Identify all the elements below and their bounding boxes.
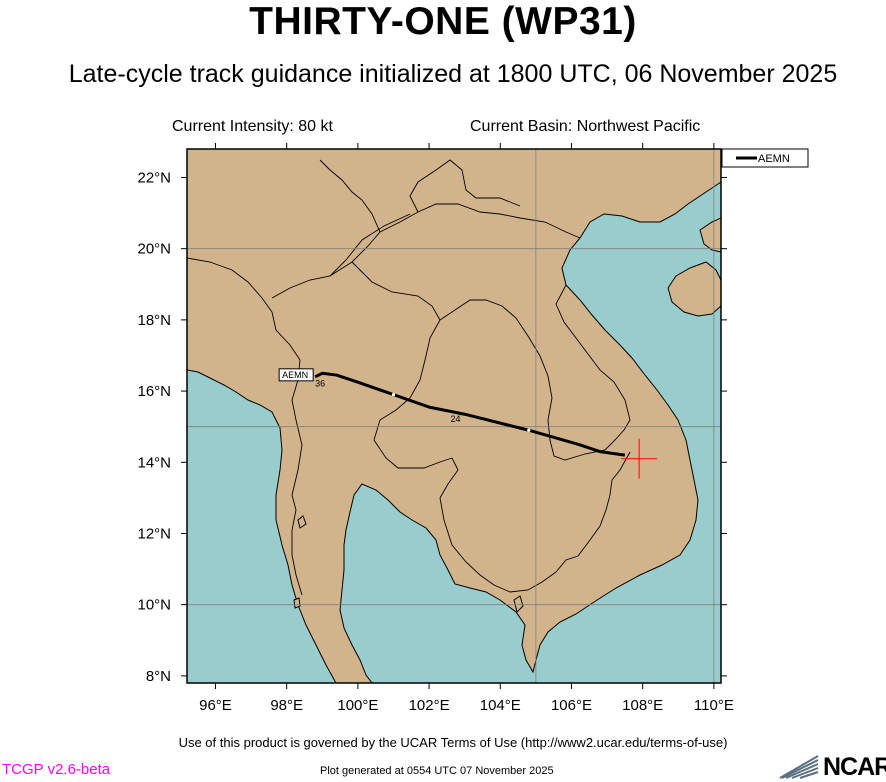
map-area bbox=[187, 149, 721, 683]
track-hour-label: 24 bbox=[450, 414, 460, 424]
land-island bbox=[297, 515, 307, 529]
x-tick-label: 98°E bbox=[270, 697, 303, 714]
legend-label-aemn: AEMN bbox=[758, 153, 790, 165]
generated-timestamp: Plot generated at 0554 UTC 07 November 2… bbox=[320, 765, 554, 777]
track-line-aemn bbox=[314, 371, 626, 457]
land-island bbox=[293, 597, 301, 609]
legend: AEMN bbox=[721, 148, 809, 168]
y-tick-label: 22°N bbox=[137, 169, 171, 186]
track-name-box bbox=[278, 368, 314, 382]
country-borders bbox=[187, 159, 631, 596]
current-basin: Current Basin: Northwest Pacific bbox=[470, 118, 701, 135]
x-tick-label: 108°E bbox=[622, 697, 663, 714]
page-title: THIRTY-ONE (WP31) bbox=[249, 0, 637, 43]
terms-of-use: Use of this product is governed by the U… bbox=[178, 735, 728, 750]
version-label: TCGP v2.6-beta bbox=[2, 761, 111, 778]
current-position-marker bbox=[621, 438, 658, 479]
legend-box bbox=[721, 148, 809, 168]
x-tick-label: 102°E bbox=[409, 697, 450, 714]
y-tick-label: 10°N bbox=[137, 597, 171, 614]
y-tick-label: 12°N bbox=[137, 525, 171, 542]
track-point bbox=[391, 393, 396, 397]
track-hour-label: 36 bbox=[315, 379, 325, 389]
y-tick-label: 8°N bbox=[146, 668, 171, 685]
x-tick-label: 110°E bbox=[694, 697, 734, 714]
gridlines bbox=[187, 149, 721, 683]
x-tick-label: 96°E bbox=[199, 697, 232, 714]
ncar-logo-text: NCAR bbox=[823, 753, 886, 781]
map-frame bbox=[186, 148, 722, 684]
track-point bbox=[527, 428, 531, 432]
y-tick-label: 18°N bbox=[137, 312, 171, 329]
y-tick-label: 14°N bbox=[137, 454, 171, 471]
land-island bbox=[513, 595, 524, 613]
current-intensity: Current Intensity: 80 kt bbox=[172, 118, 333, 135]
track-name-label: AEMN bbox=[282, 370, 308, 380]
page-subtitle: Late-cycle track guidance initialized at… bbox=[68, 60, 838, 88]
y-tick-label: 20°N bbox=[137, 241, 171, 258]
land-hainan bbox=[667, 261, 721, 317]
y-axis: 8°N 10°N 12°N 14°N 16°N 18°N 20°N 22°N bbox=[137, 169, 727, 685]
x-tick-label: 100°E bbox=[337, 697, 378, 714]
y-tick-label: 16°N bbox=[137, 383, 171, 400]
x-tick-label: 104°E bbox=[480, 697, 521, 714]
x-axis: 96°E 98°E 100°E 102°E 104°E 106°E 108°E 110°E bbox=[199, 143, 734, 714]
land-mainland bbox=[187, 149, 721, 683]
ncar-logo-icon bbox=[779, 755, 819, 779]
land-peninsula bbox=[699, 217, 721, 253]
track-layer: 24 36 AEMN bbox=[278, 368, 626, 457]
x-tick-label: 106°E bbox=[551, 697, 592, 714]
